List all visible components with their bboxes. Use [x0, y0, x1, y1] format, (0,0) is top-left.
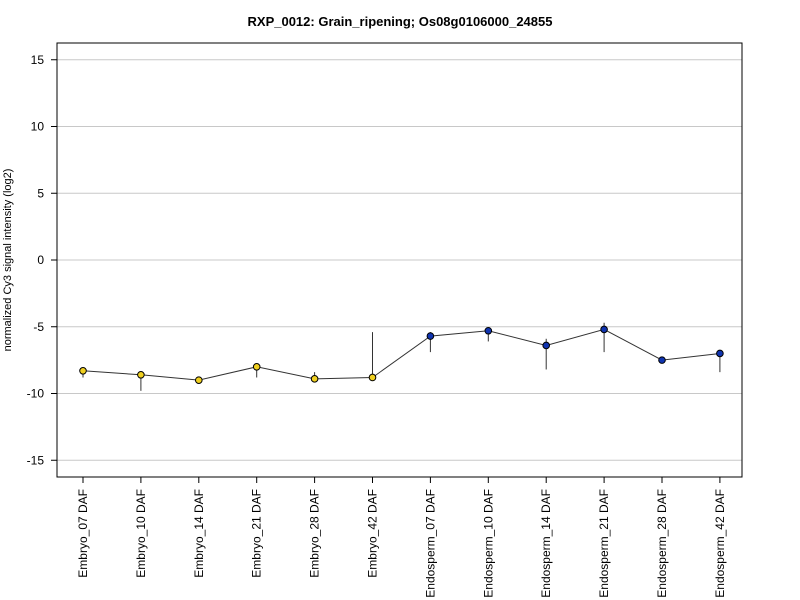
series-line	[82, 328, 720, 381]
y-tick-label: -15	[27, 453, 45, 467]
data-point	[716, 349, 724, 358]
x-tick-label: Endosperm_10 DAF	[481, 489, 495, 598]
data-series	[79, 322, 724, 391]
x-tick-label: Embryo_07 DAF	[76, 489, 90, 578]
y-tick-label: 5	[37, 186, 44, 200]
data-point	[426, 332, 435, 340]
x-tick-label: Endosperm_28 DAF	[655, 489, 669, 598]
y-tick-label: 15	[31, 53, 45, 67]
x-tick-label: Endosperm_14 DAF	[539, 489, 553, 598]
data-point	[310, 375, 319, 383]
y-tick-label: 0	[37, 253, 44, 267]
x-tick-label: Embryo_14 DAF	[192, 489, 206, 578]
y-tick-label: -5	[33, 320, 44, 334]
y-axis-label: normalized Cy3 signal intensity (log2)	[2, 169, 14, 352]
data-point	[658, 356, 666, 364]
gridlines	[57, 59, 742, 461]
data-point	[484, 326, 493, 335]
y-tick-label: 10	[31, 120, 45, 134]
y-tick-label: -10	[27, 387, 45, 401]
x-tick-label: Endosperm_07 DAF	[423, 489, 437, 598]
data-point	[195, 376, 203, 384]
plot-frame	[56, 42, 743, 478]
data-point	[252, 363, 261, 371]
data-point	[79, 367, 87, 375]
data-point	[137, 371, 145, 379]
x-tick-label: Embryo_28 DAF	[308, 489, 322, 578]
x-tick-label: Embryo_10 DAF	[134, 489, 148, 578]
x-tick-label: Endosperm_21 DAF	[597, 489, 611, 598]
data-point	[600, 325, 608, 334]
chart-title: RXP_0012: Grain_ripening; Os08g0106000_2…	[248, 14, 553, 29]
x-tick-label: Endosperm_42 DAF	[713, 489, 727, 598]
x-tick-label: Embryo_21 DAF	[250, 489, 264, 578]
x-tick-label: Embryo_42 DAF	[366, 489, 380, 578]
x-axis: Embryo_07 DAF Embryo_10 DAF Embryo_14 DAF E…	[76, 477, 727, 598]
data-point	[368, 373, 377, 382]
y-axis: -15 -10 -5 0 5 10 15	[27, 53, 57, 467]
data-point	[542, 341, 551, 350]
